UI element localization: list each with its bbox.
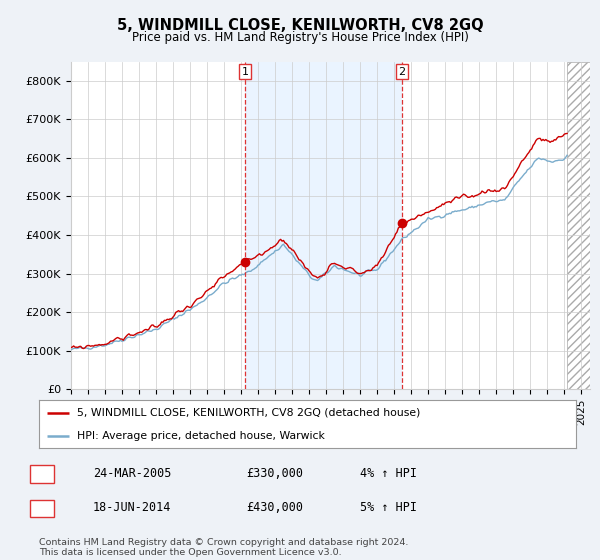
Text: £430,000: £430,000 bbox=[246, 501, 303, 515]
Text: 24-MAR-2005: 24-MAR-2005 bbox=[93, 466, 172, 480]
Text: 2: 2 bbox=[398, 67, 406, 77]
Text: 5% ↑ HPI: 5% ↑ HPI bbox=[360, 501, 417, 515]
Text: 4% ↑ HPI: 4% ↑ HPI bbox=[360, 466, 417, 480]
Text: 5, WINDMILL CLOSE, KENILWORTH, CV8 2GQ (detached house): 5, WINDMILL CLOSE, KENILWORTH, CV8 2GQ (… bbox=[77, 408, 420, 418]
Text: 18-JUN-2014: 18-JUN-2014 bbox=[93, 501, 172, 515]
Text: 1: 1 bbox=[38, 466, 46, 480]
Text: HPI: Average price, detached house, Warwick: HPI: Average price, detached house, Warw… bbox=[77, 431, 325, 441]
Text: 2: 2 bbox=[38, 501, 46, 515]
Text: £330,000: £330,000 bbox=[246, 466, 303, 480]
Text: 1: 1 bbox=[241, 67, 248, 77]
Text: Price paid vs. HM Land Registry's House Price Index (HPI): Price paid vs. HM Land Registry's House … bbox=[131, 31, 469, 44]
Text: 5, WINDMILL CLOSE, KENILWORTH, CV8 2GQ: 5, WINDMILL CLOSE, KENILWORTH, CV8 2GQ bbox=[116, 18, 484, 33]
Bar bbox=[245, 62, 402, 389]
Bar bbox=[567, 62, 590, 389]
Text: Contains HM Land Registry data © Crown copyright and database right 2024.
This d: Contains HM Land Registry data © Crown c… bbox=[39, 538, 409, 557]
